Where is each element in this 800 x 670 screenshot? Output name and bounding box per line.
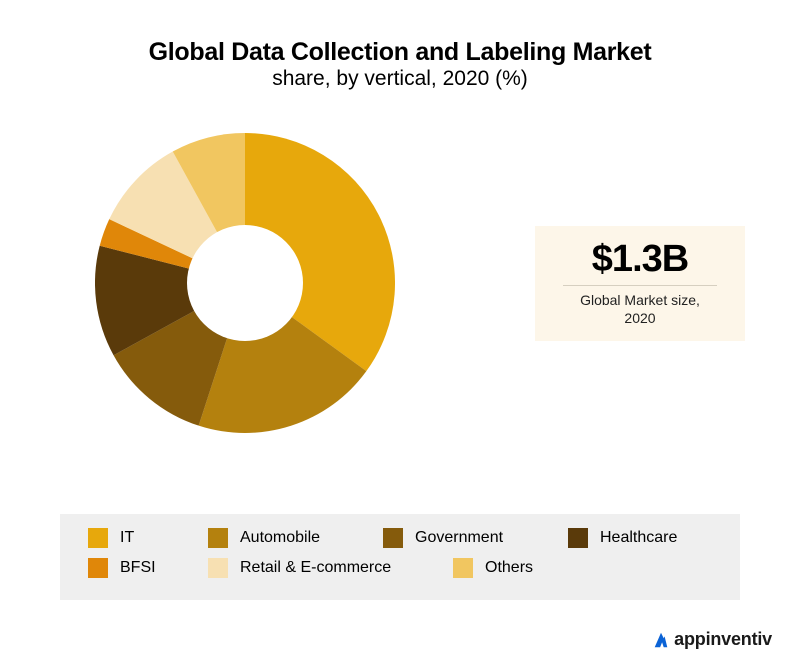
callout-caption: Global Market size, 2020	[543, 292, 737, 327]
market-size-callout: $1.3B Global Market size, 2020	[535, 226, 745, 341]
legend-swatch	[568, 528, 588, 548]
legend-swatch	[383, 528, 403, 548]
donut-chart	[95, 133, 395, 433]
legend-swatch	[88, 528, 108, 548]
main-area: $1.3B Global Market size, 2020	[0, 111, 800, 491]
legend-item-healthcare: Healthcare	[568, 528, 708, 548]
legend-swatch	[88, 558, 108, 578]
legend-label: Government	[415, 529, 503, 547]
brand-logo: appinventiv	[652, 629, 772, 650]
legend-item-government: Government	[383, 528, 568, 548]
legend-item-others: Others	[453, 558, 593, 578]
legend-swatch	[208, 528, 228, 548]
legend-item-it: IT	[88, 528, 208, 548]
legend-label: BFSI	[120, 559, 156, 577]
legend-swatch	[453, 558, 473, 578]
brand-mark-icon	[652, 631, 670, 649]
legend-item-automobile: Automobile	[208, 528, 383, 548]
legend-swatch	[208, 558, 228, 578]
legend-label: Retail & E-commerce	[240, 559, 391, 577]
donut-hole	[187, 225, 303, 341]
callout-divider	[563, 285, 717, 286]
brand-name: appinventiv	[674, 629, 772, 650]
chart-title: Global Data Collection and Labeling Mark…	[0, 38, 800, 67]
legend-item-bfsi: BFSI	[88, 558, 208, 578]
callout-value: $1.3B	[543, 238, 737, 281]
legend-label: IT	[120, 529, 134, 547]
legend-label: Automobile	[240, 529, 320, 547]
legend-item-retail-e-commerce: Retail & E-commerce	[208, 558, 453, 578]
legend: IT Automobile Government Healthcare BFSI Reta…	[60, 514, 740, 600]
title-block: Global Data Collection and Labeling Mark…	[0, 0, 800, 91]
chart-subtitle: share, by vertical, 2020 (%)	[0, 67, 800, 91]
legend-label: Healthcare	[600, 529, 677, 547]
legend-label: Others	[485, 559, 533, 577]
